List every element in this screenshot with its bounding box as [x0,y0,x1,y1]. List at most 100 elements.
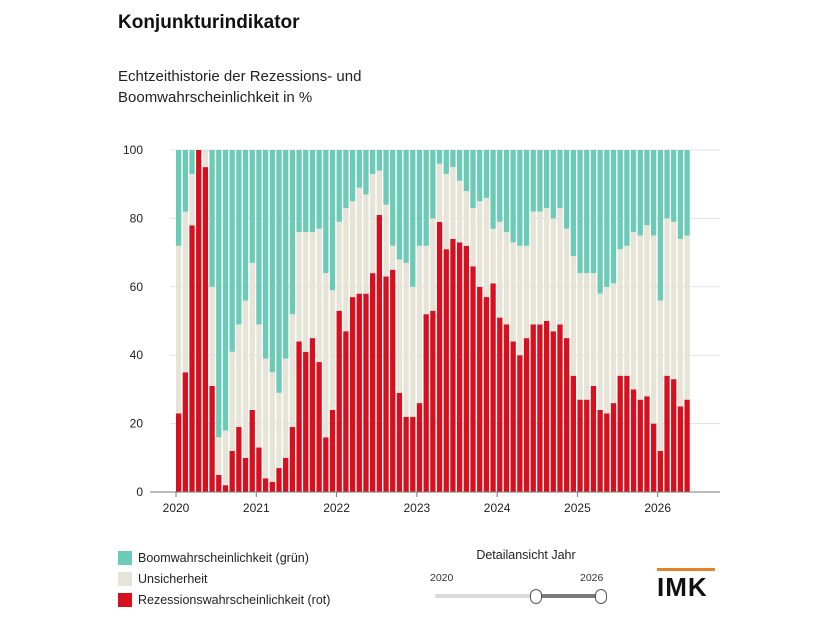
bar-segment [497,150,503,222]
bar-segment [269,481,275,492]
legend: Boomwahrscheinlichkeit (grün) Unsicherhe… [118,548,330,611]
bar-segment [176,413,182,492]
bar-segment [283,358,289,458]
legend-item-boom[interactable]: Boomwahrscheinlichkeit (grün) [118,548,330,567]
bar-segment [176,150,182,246]
y-tick-label: 80 [130,211,144,225]
bar-segment [289,150,296,315]
bar-segment [363,194,369,294]
bar-segment [176,245,182,414]
bar-segment [336,221,342,311]
bar-segment [463,191,469,246]
bar-segment [450,150,456,168]
bar-segment [610,403,617,492]
bar-segment [503,324,510,492]
bar-segment [470,266,476,492]
bar-segment [276,468,282,492]
bar-segment [477,286,483,492]
bar-segment [262,478,269,492]
bar-segment [370,150,376,174]
bar-segment [309,338,316,492]
bar-segment [644,396,650,492]
bar-segment [677,406,684,492]
slider-track[interactable] [435,594,605,598]
bar-segment [450,238,456,492]
bar-segment [343,208,349,332]
slider-handle-end[interactable] [595,589,607,604]
bar-segment [416,403,423,492]
legend-item-uncertainty[interactable]: Unsicherheit [118,569,330,588]
bar-segment [356,187,362,294]
bar-segment [256,324,262,448]
bar-segment [396,150,403,260]
bar-segment [517,245,523,356]
bar-segment [303,232,309,352]
y-tick-label: 40 [130,348,144,362]
bar-segment [182,211,188,373]
bar-segment [584,273,590,400]
bar-segment [610,283,617,404]
bar-segment [550,150,556,219]
bar-segment [242,457,249,492]
bar-segment [671,379,677,492]
bar-segment [490,283,496,492]
bar-segment [216,474,222,492]
bar-segment [182,372,188,492]
bar-segment [269,150,275,373]
bar-segment [637,235,643,400]
legend-swatch-recession [118,592,132,607]
bar-segment [323,273,329,438]
bar-segment [396,259,403,393]
bar-segment [276,392,282,469]
bar-segment [222,485,229,492]
bar-segment [416,150,423,246]
bar-segment [256,150,262,325]
bar-segment [497,221,503,318]
bar-segment [590,273,597,386]
bar-segment [503,232,510,325]
legend-item-recession[interactable]: Rezessionswahrscheinlichkeit (rot) [118,590,330,609]
bar-segment [590,150,597,274]
bar-segment [456,150,463,181]
bar-segment [604,413,610,492]
bar-segment [597,150,603,294]
bar-segment [523,245,530,339]
bar-segment [537,211,543,325]
bar-segment [363,293,369,492]
bar-segment [517,150,523,246]
bar-segment [664,218,670,376]
x-tick-label: 2020 [163,501,190,515]
bar-segment [236,324,242,428]
imk-logo: IMK [657,568,715,601]
bar-segment [470,208,476,267]
bar-segment [624,375,630,492]
bar-segment [303,351,309,492]
legend-swatch-uncertainty [118,571,132,586]
bar-segment [436,150,443,164]
bar-segment [209,150,215,287]
bar-segment [276,150,282,393]
bar-segment [370,273,376,492]
bar-segment [349,150,356,202]
bar-segment [229,351,235,451]
bar-segment [256,447,262,492]
bar-segment [202,167,209,492]
bar-segment [403,416,409,492]
bar-segment [390,269,396,492]
bar-segment [296,150,302,233]
bar-segment [463,245,469,492]
bar-segment [443,173,449,250]
slider-labels: 2020 2026 [430,572,610,586]
bar-segment [242,300,249,458]
year-range-slider: Detailansicht Jahr 2020 2026 [430,548,610,604]
slider-handle-start[interactable] [530,589,542,604]
bar-segment [510,150,516,243]
bar-segment [383,204,389,277]
bar-segment [523,338,530,492]
bar-segment [570,150,577,257]
bar-segment [644,150,650,226]
x-tick-label: 2021 [243,501,270,515]
bar-segment [430,150,436,219]
y-tick-label: 100 [123,143,143,157]
bar-segment [262,358,269,479]
